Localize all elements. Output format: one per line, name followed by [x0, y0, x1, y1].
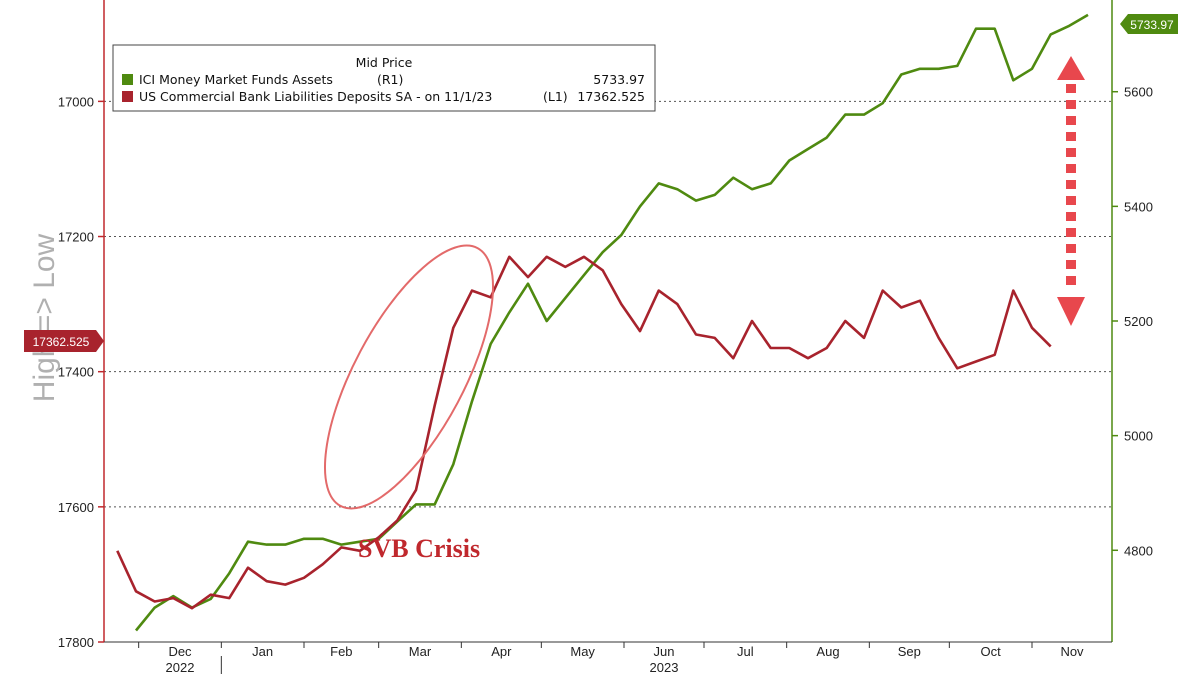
right-last-value-tag: 5733.97	[1120, 14, 1178, 34]
left-tick-label: 17200	[58, 230, 94, 245]
grid-lines	[104, 100, 1112, 643]
legend-series-1-name: ICI Money Market Funds Assets	[139, 72, 333, 87]
x-tick-label: Oct	[981, 644, 1002, 659]
x-tick-label: Feb	[330, 644, 352, 659]
left-last-value-tag: 17362.525	[24, 330, 104, 352]
svb-crisis-annotation: SVB Crisis	[358, 534, 480, 563]
right-axis-ticks: 4800 5000 5200 5400 5600	[1112, 85, 1153, 558]
x-tick-label: Jan	[252, 644, 273, 659]
x-tick-label: Mar	[409, 644, 432, 659]
series-line-bank-deposits	[116, 255, 1052, 610]
left-axis-ticks: 17000 17200 17400 17600 17800	[58, 94, 104, 650]
left-tick-label: 17400	[58, 365, 94, 380]
legend-series-1-axis: (R1)	[377, 72, 403, 87]
legend-series-2-name: US Commercial Bank Liabilities Deposits …	[139, 89, 492, 104]
legend-swatch-green	[122, 74, 133, 85]
series-line-money-market-funds	[134, 13, 1089, 632]
series-layer	[116, 13, 1089, 632]
double-arrow-icon	[1057, 56, 1085, 326]
left-axis-title: High => Low	[28, 233, 61, 402]
legend: Mid Price ICI Money Market Funds Assets …	[112, 44, 656, 112]
x-tick-label: Dec	[168, 644, 192, 659]
legend-series-2-axis: (L1)	[543, 89, 568, 104]
right-tick-label: 5200	[1124, 314, 1153, 329]
x-tick-label: Jun	[654, 644, 675, 659]
right-tick-label: 4800	[1124, 543, 1153, 558]
x-tick-label: Apr	[491, 644, 512, 659]
left-tick-label: 17800	[58, 635, 94, 650]
left-tick-label: 17600	[58, 500, 94, 515]
x-tick-label: Sep	[898, 644, 921, 659]
right-tick-label: 5000	[1124, 429, 1153, 444]
svg-text:17362.525: 17362.525	[33, 335, 90, 349]
x-year-label: 2022	[166, 660, 195, 675]
svb-crisis-ellipse	[323, 244, 495, 510]
right-tick-label: 5600	[1124, 85, 1153, 100]
legend-swatch-red	[122, 91, 133, 102]
x-tick-label: May	[570, 644, 595, 659]
right-tick-label: 5400	[1124, 199, 1153, 214]
svg-text:5733.97: 5733.97	[1130, 18, 1174, 32]
x-year-label: 2023	[650, 660, 679, 675]
x-tick-label: Aug	[816, 644, 839, 659]
x-axis-ticks: Dec Jan Feb Mar Apr May Jun Jul Aug Sep Oct Nov 2022…	[138, 642, 1084, 675]
legend-title: Mid Price	[356, 55, 413, 70]
x-tick-label: Jul	[737, 644, 754, 659]
x-tick-label: Nov	[1060, 644, 1084, 659]
legend-series-1-value: 5733.97	[593, 72, 645, 87]
legend-series-2-value: 17362.525	[577, 89, 645, 104]
left-tick-label: 17000	[58, 94, 94, 109]
